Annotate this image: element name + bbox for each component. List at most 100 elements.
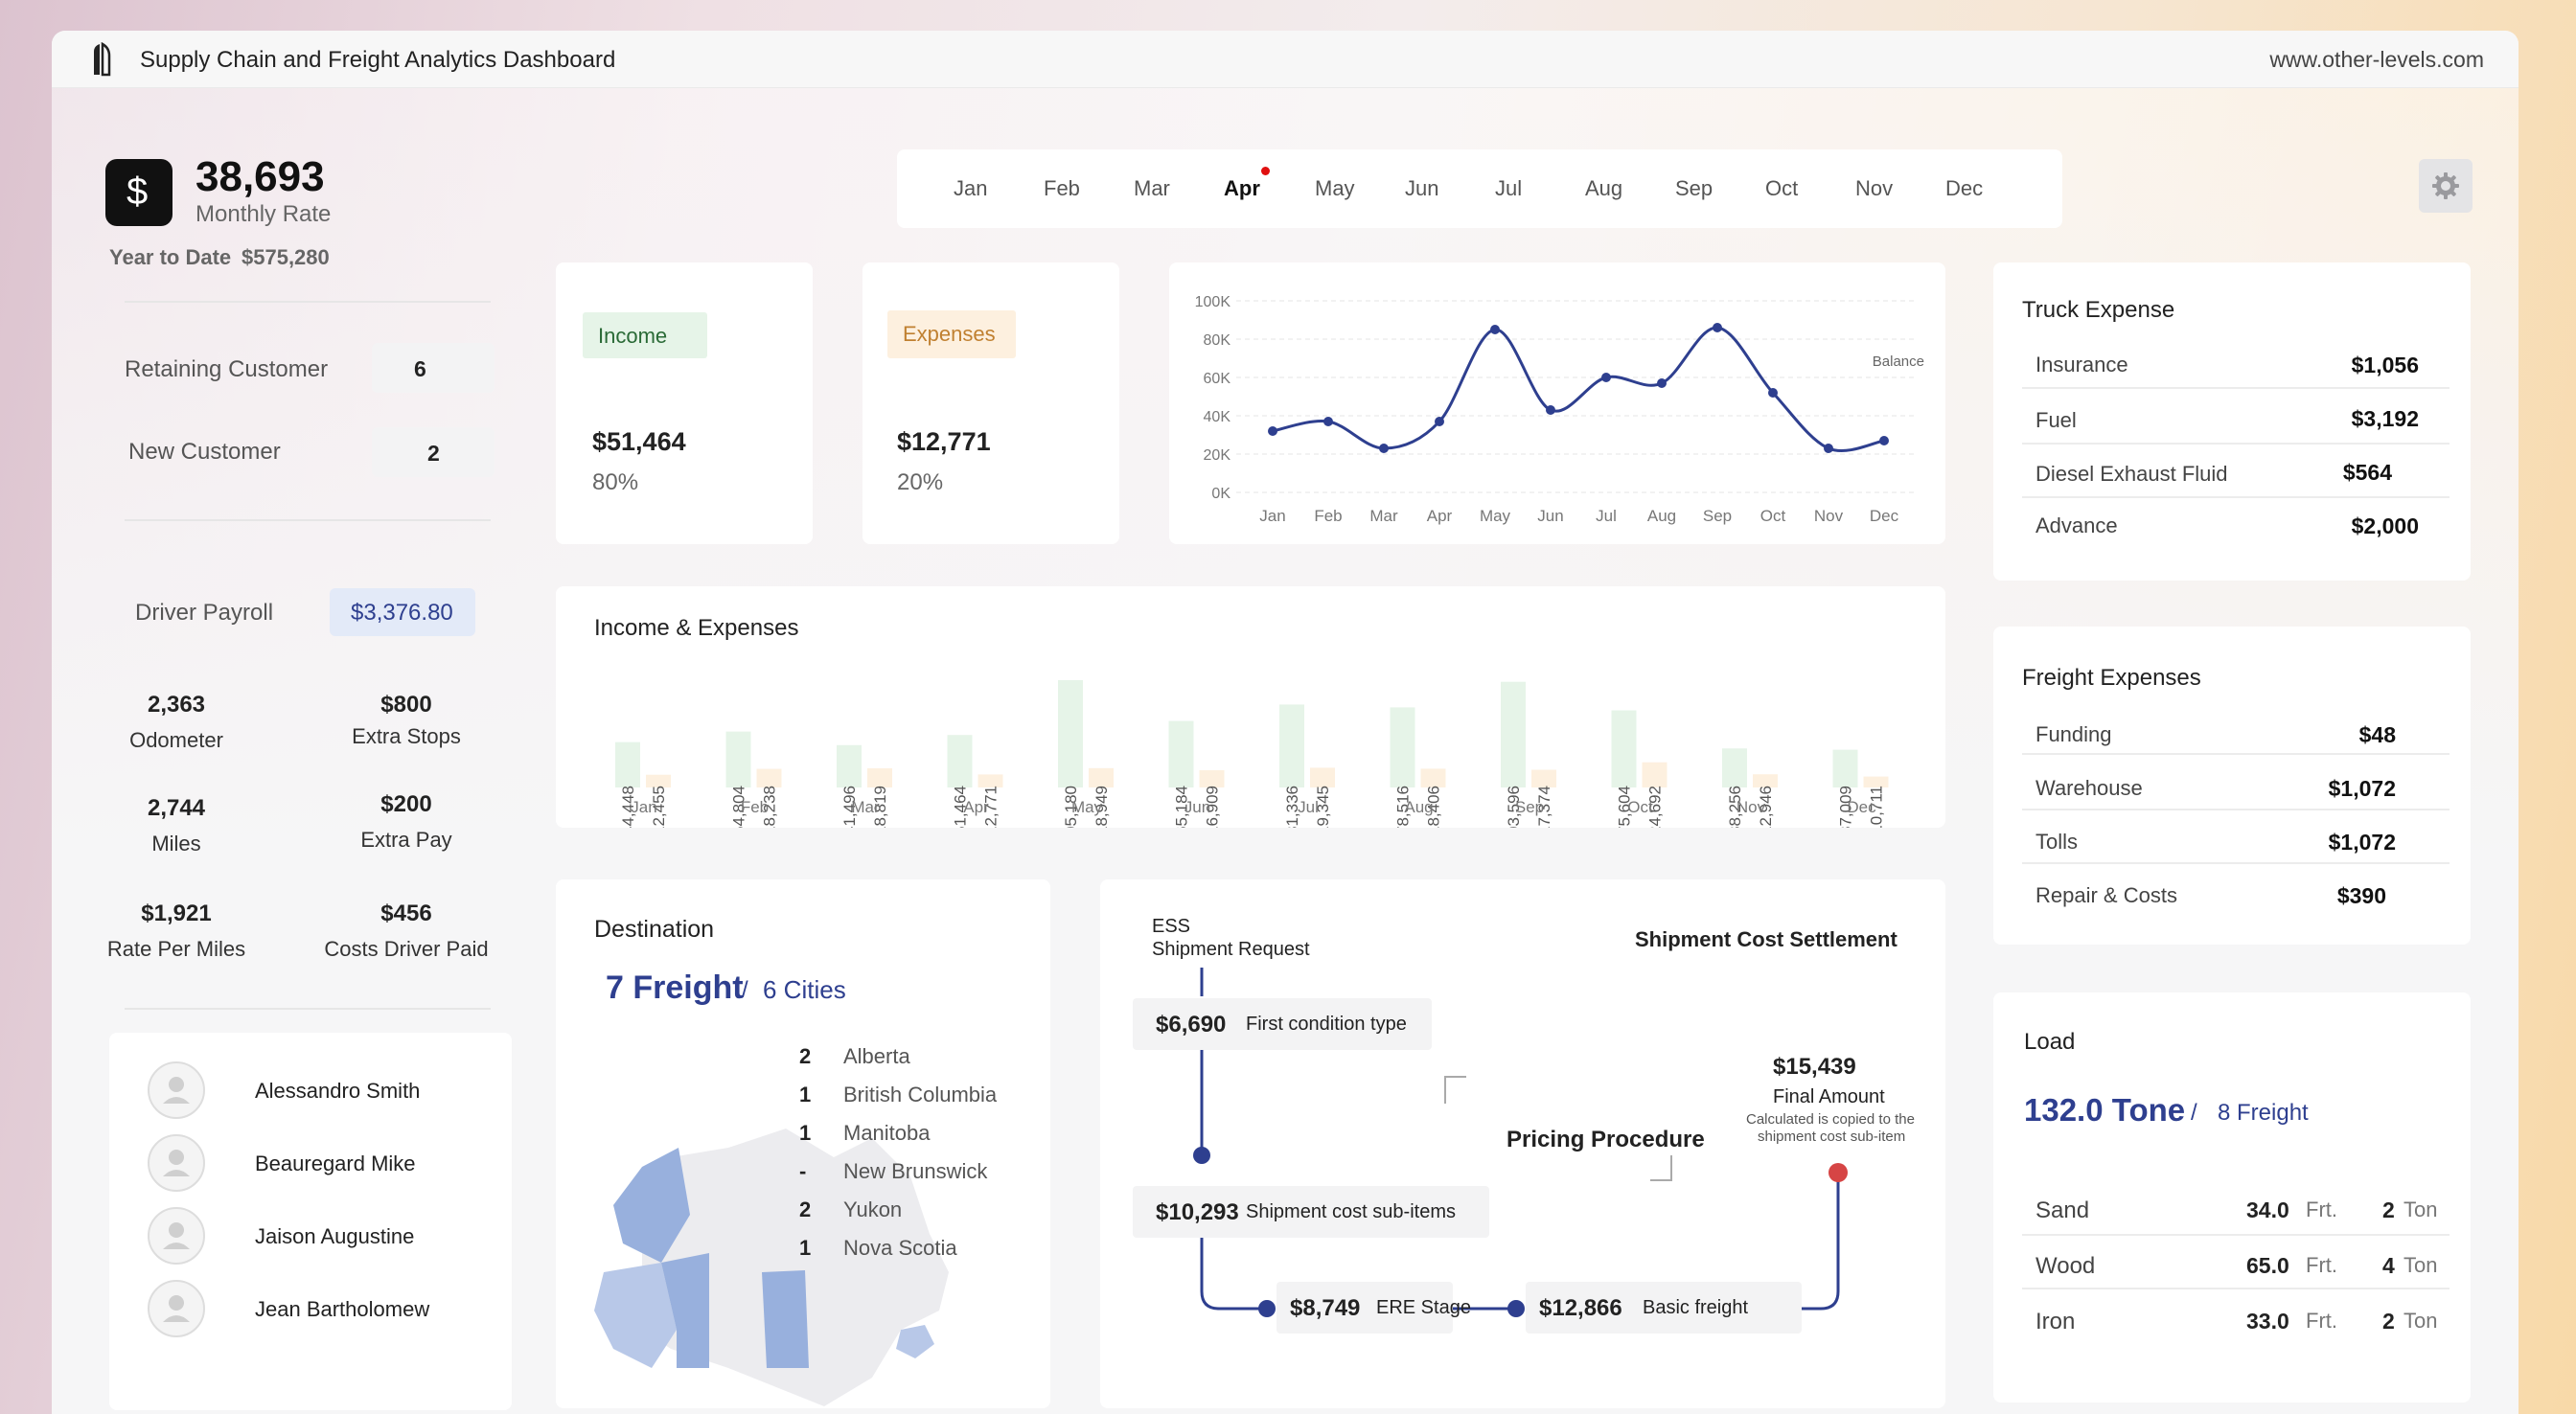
x-tick-label: Sep — [1515, 798, 1544, 816]
load-frt: 33.0 — [2246, 1309, 2289, 1334]
balance-point — [1323, 417, 1333, 426]
driver-payroll-label: Driver Payroll — [135, 600, 274, 626]
shipment-flow-lines — [1193, 968, 1848, 1317]
driver-payroll-badge: $3,376.80 — [330, 588, 475, 636]
first-condition-label: First condition type — [1246, 1014, 1407, 1035]
x-tick-label: Jul — [1596, 507, 1617, 525]
dashboard-window: Supply Chain and Freight Analytics Dashb… — [52, 31, 2518, 1414]
basic-freight-value: $12,866 — [1539, 1295, 1622, 1321]
settings-button[interactable] — [2419, 159, 2472, 213]
extra-stops-label: Extra Stops — [352, 724, 461, 748]
y-tick-label: 0K — [1211, 486, 1230, 502]
expense-bar — [1863, 776, 1889, 787]
expense-value: $1,056 — [2351, 353, 2419, 377]
expense-value: $1,072 — [2328, 776, 2396, 801]
income-data-label: 103,596 — [1505, 786, 1523, 828]
income-bar — [947, 735, 973, 787]
divider — [125, 1008, 491, 1010]
expense-data-label: 18,406 — [1425, 786, 1443, 828]
expense-data-label: 19,345 — [1314, 786, 1332, 828]
ere-stage-value: $8,749 — [1290, 1295, 1361, 1321]
income-data-label: 41,496 — [840, 786, 859, 828]
month-aug[interactable]: Aug — [1585, 176, 1623, 200]
load-frt-unit: Frt. — [2306, 1309, 2337, 1333]
month-dec[interactable]: Dec — [1945, 176, 1984, 200]
expense-data-label: 12,946 — [1757, 786, 1775, 828]
province-count: 2 — [799, 1044, 812, 1068]
income-data-label: 81,336 — [1283, 786, 1301, 828]
x-tick-label: Dec — [1847, 798, 1876, 816]
legend-label: Balance — [1873, 354, 1924, 370]
expense-value: $2,000 — [2351, 513, 2419, 538]
expenses-card: Expenses $12,771 20% — [862, 262, 1119, 544]
divider — [125, 519, 491, 521]
freight-expense-row: Tolls $1,072 — [2022, 810, 2450, 864]
ere-stage-label: ERE Stage — [1376, 1297, 1471, 1318]
retaining-customer-value: 6 — [414, 356, 426, 381]
pricing-procedure-label: Pricing Procedure — [1506, 1127, 1705, 1152]
month-apr[interactable]: Apr — [1224, 176, 1260, 200]
load-separator: / — [2191, 1100, 2197, 1126]
odometer-label: Odometer — [129, 728, 223, 752]
sub-items-value: $10,293 — [1156, 1199, 1239, 1225]
month-selector — [897, 149, 2062, 228]
load-frt-unit: Frt. — [2306, 1253, 2337, 1277]
load-ton: 2 — [2382, 1197, 2395, 1222]
load-ton-unit: Ton — [2404, 1253, 2438, 1277]
driver-row[interactable]: Jean Bartholomew — [109, 1280, 473, 1337]
balance-point — [1490, 325, 1500, 334]
load-material: Wood — [2036, 1253, 2096, 1279]
balance-point — [1879, 436, 1889, 445]
expense-data-label: 18,238 — [761, 786, 779, 828]
driver-row[interactable]: Alessandro Smith — [109, 1061, 473, 1119]
driver-row[interactable]: Jaison Augustine — [109, 1207, 473, 1265]
month-jul[interactable]: Jul — [1495, 176, 1523, 200]
month-sep[interactable]: Sep — [1675, 176, 1714, 200]
income-bar — [1168, 720, 1194, 787]
x-tick-label: Jan — [631, 798, 656, 816]
freight-expenses-title: Freight Expenses — [2022, 665, 2201, 691]
extra-pay-value: $200 — [380, 791, 432, 817]
income-bar — [615, 741, 640, 787]
driver-payroll-value: $3,376.80 — [351, 600, 453, 626]
balance-point — [1379, 444, 1389, 453]
x-tick-label: Oct — [1760, 507, 1786, 525]
title-bar: Supply Chain and Freight Analytics Dashb… — [52, 31, 2518, 88]
expense-bar — [1310, 767, 1335, 787]
month-mar[interactable]: Mar — [1134, 176, 1170, 200]
income-data-label: 65,184 — [1173, 786, 1191, 828]
x-tick-label: Nov — [1736, 798, 1766, 816]
load-tone: 132.0 Tone — [2024, 1092, 2186, 1128]
freight-expenses-card: Freight Expenses Funding $48 Warehouse $… — [1993, 627, 2471, 945]
balance-chart-card: 0K 20K 40K 60K 80K 100K Jan Feb Mar Apr May Jun Jul A… — [1169, 262, 1945, 544]
month-jun[interactable]: Jun — [1405, 176, 1439, 200]
load-freight: 8 Freight — [2218, 1100, 2309, 1126]
balance-line-chart: 0K 20K 40K 60K 80K 100K Jan Feb Mar Apr May Jun Jul A… — [1195, 294, 1924, 525]
retaining-customer-label: Retaining Customer — [125, 356, 329, 382]
expense-bar — [756, 768, 782, 787]
rate-per-miles-label: Rate Per Miles — [106, 937, 246, 961]
expense-data-label: 18,949 — [1092, 786, 1111, 828]
expense-data-label: 16,909 — [1204, 786, 1222, 828]
month-oct[interactable]: Oct — [1765, 176, 1799, 200]
gear-icon — [2432, 172, 2459, 199]
province-name: Yukon — [843, 1197, 903, 1221]
load-ton-unit: Ton — [2404, 1309, 2438, 1333]
new-customer-value: 2 — [427, 441, 440, 466]
expense-value: $48 — [2358, 722, 2396, 747]
selected-month-dot — [1261, 167, 1270, 175]
income-data-label: 78,516 — [1394, 786, 1413, 828]
dollar-icon: $ — [105, 159, 172, 226]
driver-row[interactable]: Beauregard Mike — [109, 1134, 473, 1192]
y-tick-label: 80K — [1204, 332, 1231, 349]
sub-items-label: Shipment cost sub-items — [1246, 1201, 1456, 1222]
shipment-request-label: Shipment Request — [1152, 939, 1310, 960]
month-may[interactable]: May — [1315, 176, 1355, 200]
month-feb[interactable]: Feb — [1044, 176, 1080, 200]
month-jan[interactable]: Jan — [954, 176, 988, 200]
month-nov[interactable]: Nov — [1855, 176, 1894, 200]
truck-expense-row: Fuel $3,192 — [2022, 391, 2450, 445]
x-tick-label: Jun — [1184, 798, 1210, 816]
site-url[interactable]: www.other-levels.com — [2269, 47, 2484, 72]
x-tick-label: Nov — [1814, 507, 1844, 525]
